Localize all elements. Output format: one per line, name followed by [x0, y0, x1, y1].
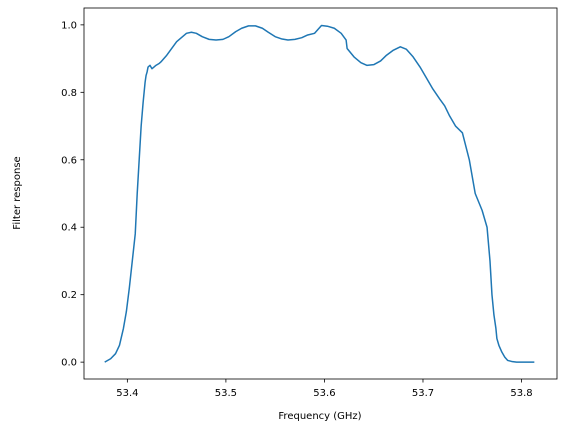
plot-frame [83, 7, 558, 380]
y-axis: 0.0 0.2 0.4 0.6 0.8 1.0 [61, 20, 84, 369]
x-axis: 53.4 53.5 53.6 53.7 53.8 [116, 379, 533, 399]
y-tick-label: 0.0 [61, 358, 77, 369]
y-tick-label: 0.4 [61, 223, 77, 234]
plot-layer [104, 24, 535, 363]
series-line-0 [104, 24, 535, 363]
x-tick-label: 53.6 [313, 388, 335, 399]
x-tick-label: 53.8 [510, 388, 532, 399]
x-axis-label: Frequency (GHz) [278, 411, 361, 422]
y-tick-label: 0.8 [61, 88, 77, 99]
y-tick-label: 0.2 [61, 290, 77, 301]
y-tick-label: 1.0 [61, 20, 77, 31]
x-tick-label: 53.7 [412, 388, 434, 399]
x-tick-label: 53.5 [215, 388, 237, 399]
y-tick-label: 0.6 [61, 155, 77, 166]
x-tick-label: 53.4 [116, 388, 138, 399]
y-axis-label: Filter response [12, 156, 23, 229]
